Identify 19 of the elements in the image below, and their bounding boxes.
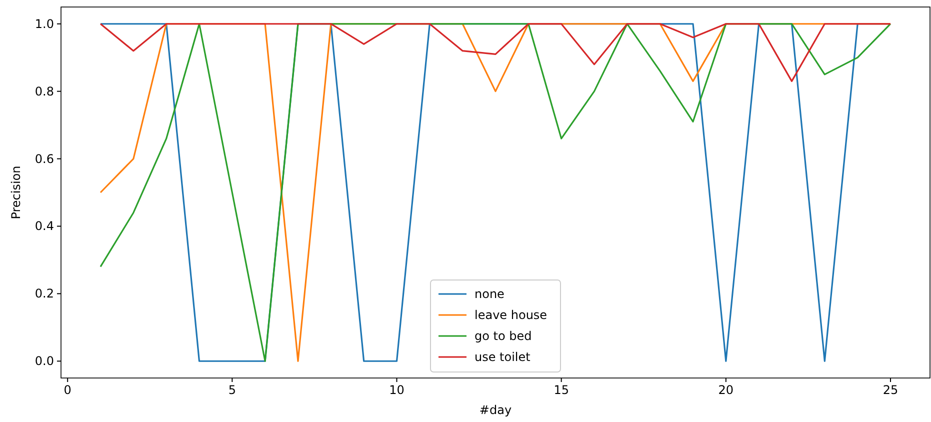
y-tick-label: 0.8 xyxy=(34,84,54,98)
x-tick-label: 15 xyxy=(554,383,569,397)
x-axis-title: #day xyxy=(479,403,512,417)
y-tick-label: 0.2 xyxy=(34,286,54,301)
x-tick-label: 25 xyxy=(882,383,898,397)
y-tick-label: 0.4 xyxy=(34,219,54,234)
legend-label: go to bed xyxy=(474,329,532,343)
x-tick-label: 5 xyxy=(228,383,236,397)
y-tick-label: 0.0 xyxy=(34,354,54,368)
x-tick-label: 20 xyxy=(718,383,734,397)
y-tick-label: 0.6 xyxy=(34,152,54,166)
x-tick-label: 10 xyxy=(389,383,404,397)
legend-label: leave house xyxy=(474,308,548,322)
legend-label: use toilet xyxy=(474,350,531,364)
x-tick-label: 0 xyxy=(64,383,72,397)
y-tick-label: 1.0 xyxy=(34,16,54,31)
y-axis-title: Precision xyxy=(9,166,23,220)
legend-label: none xyxy=(474,287,504,301)
line-series xyxy=(100,23,892,82)
